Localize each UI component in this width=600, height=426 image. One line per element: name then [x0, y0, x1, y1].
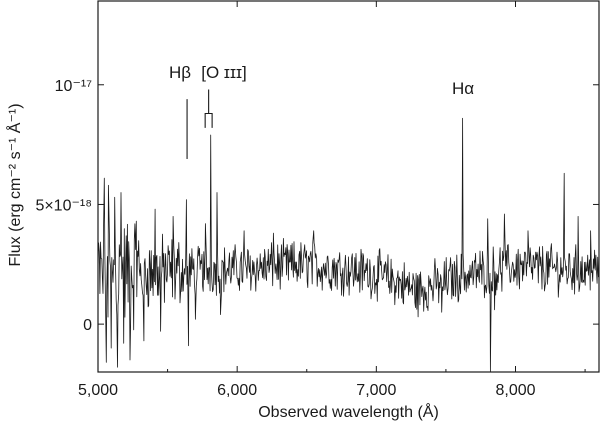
x-tick-label: 8,000: [495, 382, 535, 399]
axes: 5,000 6,000 7,000 8,000 0 5×10⁻¹⁸ 10⁻¹⁷: [35, 0, 600, 399]
y-tick-label: 0: [83, 317, 92, 334]
plot-area: [97, 117, 600, 373]
halpha-label: Hα: [452, 79, 474, 98]
plot-frame: [97, 0, 600, 373]
oiii-label: [O ɪɪɪ]: [201, 63, 247, 82]
x-tick-label: 5,000: [78, 382, 118, 399]
y-tick-label: 10⁻¹⁷: [55, 78, 93, 95]
x-axis-label: Observed wavelength (Å): [258, 402, 439, 421]
x-tick-label: 7,000: [356, 382, 396, 399]
x-tick-label: 6,000: [217, 382, 257, 399]
y-tick-label: 5×10⁻¹⁸: [35, 197, 92, 214]
annotations: [186, 89, 213, 159]
spectrum-line: [97, 117, 600, 373]
hbeta-label: Hβ: [169, 63, 191, 82]
oiii-marker-bracket: [204, 89, 213, 128]
y-axis-label: Flux (erg cm⁻² s⁻¹ Å⁻¹): [5, 103, 24, 266]
